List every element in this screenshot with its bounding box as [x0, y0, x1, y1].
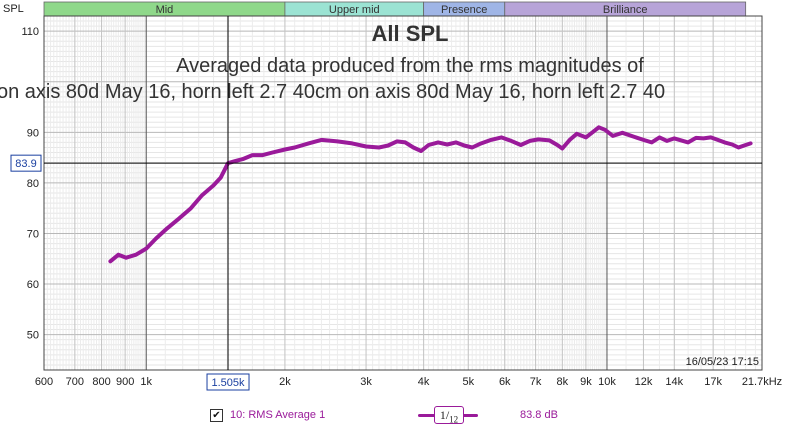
chart-subtitle-line-2: on axis 80d May 16, horn left 2.7 40cm o…	[0, 81, 665, 103]
chart-title: All SPL	[371, 21, 448, 46]
chart-subtitle: Averaged data produced from the rms magn…	[176, 55, 644, 77]
y-tick-labels: 110 90 80 70 60 50	[21, 26, 39, 341]
x-tick-label: 7k	[530, 376, 542, 388]
x-tick-label: 700	[66, 376, 84, 388]
band-label-1: Upper mid	[329, 4, 380, 16]
cursor-x-box	[206, 373, 250, 391]
series-layer	[108, 125, 753, 264]
cursor-y-box	[10, 154, 42, 172]
x-tick-label: 2k	[279, 376, 291, 388]
x-tick-label: 600	[35, 376, 53, 388]
timestamp: 16/05/23 17:15	[686, 356, 759, 368]
y-tick-label: 70	[27, 228, 39, 240]
plot-frame	[43, 15, 763, 371]
x-tick-label: 8k	[557, 376, 569, 388]
band-label-0: Mid	[156, 4, 174, 16]
y-tick-label: 90	[27, 127, 39, 139]
minor-grid	[43, 16, 762, 370]
x-tick-label: 12k	[635, 376, 653, 388]
x-tick-label: 6k	[499, 376, 511, 388]
frequency-bands: Mid Upper mid Presence Brilliance	[43, 1, 747, 17]
legend-series-name[interactable]: 10: RMS Average 1	[230, 409, 326, 421]
x-tick-label: 800	[92, 376, 110, 388]
legend-value: 83.8 dB	[520, 409, 558, 421]
x-tick-label: 10k	[598, 376, 616, 388]
legend-checkbox[interactable]: ✔	[210, 409, 223, 422]
x-tick-label: 5k	[462, 376, 474, 388]
x-tick-label: 17k	[704, 376, 722, 388]
x-tick-label: 3k	[360, 376, 372, 388]
band-label-2: Presence	[441, 4, 487, 16]
y-tick-label: 110	[21, 26, 39, 38]
legend: ✔ 10: RMS Average 1 1/12 83.8 dB	[0, 404, 800, 428]
y-tick-label: 50	[27, 330, 39, 342]
band-label-3: Brilliance	[603, 4, 648, 16]
y-tick-label: 80	[27, 178, 39, 190]
x-tick-label: 14k	[665, 376, 683, 388]
x-tick-label: 9k	[580, 376, 592, 388]
x-tick-label: 21.7kHz	[742, 376, 782, 388]
x-tick-label: 4k	[418, 376, 430, 388]
smoothing-indicator[interactable]: 1/12	[418, 406, 478, 424]
y-axis-label: SPL	[3, 3, 24, 15]
crosshair-cursor: 83.9 1.505k	[10, 16, 762, 391]
cursor-y-label: 83.9	[15, 158, 36, 170]
x-tick-label: 1k	[140, 376, 152, 388]
y-tick-label: 60	[27, 279, 39, 291]
cursor-x-label: 1.505k	[212, 377, 246, 389]
x-tick-labels: 600 700 800 900 1k 2k 3k 4k 5k 6k 7k 8k 9k 10k 12k 14k 1…	[35, 376, 782, 388]
series-line-0[interactable]	[108, 125, 753, 264]
x-tick-label: 900	[116, 376, 134, 388]
smoothing-label: 1/12	[434, 406, 464, 424]
